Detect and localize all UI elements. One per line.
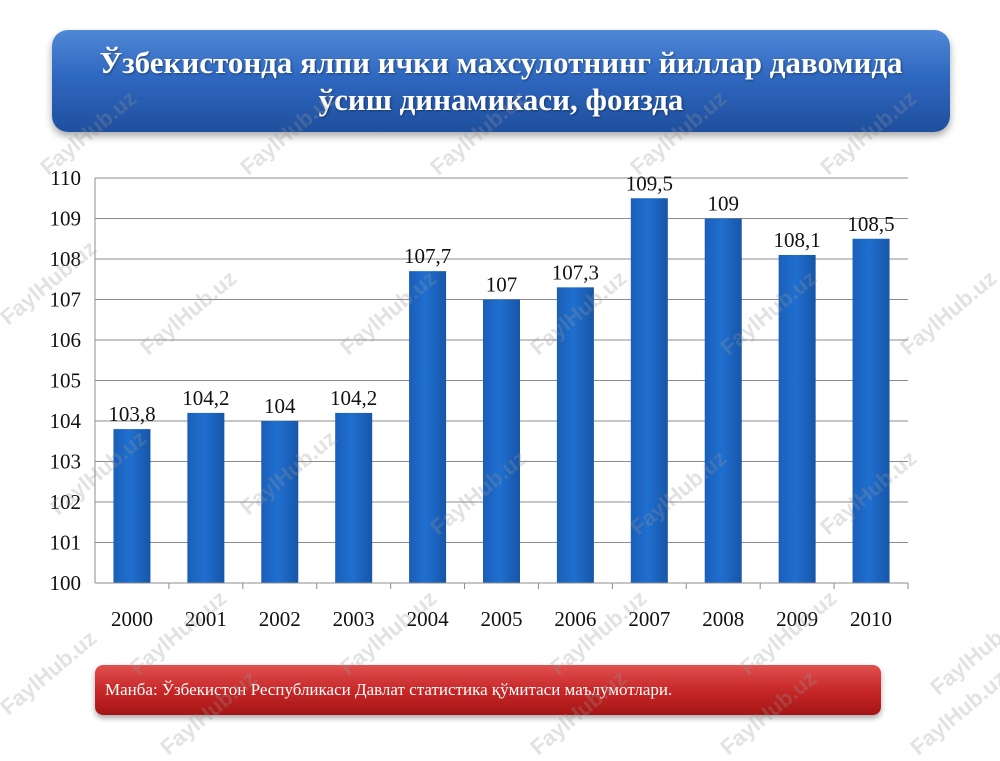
x-tick-label-2005: 2005 bbox=[481, 607, 523, 631]
x-tick-label-2006: 2006 bbox=[554, 607, 596, 631]
data-label-2007: 109,5 bbox=[626, 171, 673, 195]
data-label-2000: 103,8 bbox=[108, 402, 155, 426]
data-label-2001: 104,2 bbox=[182, 386, 229, 410]
data-label-2008: 109 bbox=[707, 192, 739, 216]
title-banner: Ўзбекистонда ялпи ички махсулотнинг йилл… bbox=[52, 30, 950, 132]
y-tick-label: 110 bbox=[50, 166, 81, 190]
data-label-2009: 108,1 bbox=[774, 228, 821, 252]
data-label-2006: 107,3 bbox=[552, 260, 599, 284]
data-label-2010: 108,5 bbox=[847, 212, 894, 236]
y-tick-label: 105 bbox=[50, 369, 82, 393]
data-label-2004: 107,7 bbox=[404, 244, 451, 268]
source-banner: Манба: Ўзбекистон Республикаси Давлат ст… bbox=[95, 665, 881, 715]
x-tick-label-2001: 2001 bbox=[185, 607, 227, 631]
bar-2009 bbox=[778, 254, 816, 583]
y-tick-label: 104 bbox=[50, 409, 82, 433]
y-tick-label: 108 bbox=[50, 247, 82, 271]
x-tick-label-2002: 2002 bbox=[259, 607, 301, 631]
bar-2003 bbox=[335, 412, 373, 583]
axes bbox=[94, 178, 909, 589]
data-label-2005: 107 bbox=[486, 273, 518, 297]
bar-2001 bbox=[187, 412, 225, 583]
x-tick-label-2000: 2000 bbox=[111, 607, 153, 631]
x-tick-label-2007: 2007 bbox=[628, 607, 670, 631]
bar-2010 bbox=[852, 238, 890, 583]
data-label-2002: 104 bbox=[264, 394, 296, 418]
y-tick-label: 103 bbox=[50, 450, 82, 474]
bar-2000 bbox=[113, 429, 151, 583]
x-tick-label-2010: 2010 bbox=[850, 607, 892, 631]
bar-2005 bbox=[483, 299, 520, 583]
x-tick-label-2009: 2009 bbox=[776, 607, 818, 631]
x-tick-label-2004: 2004 bbox=[407, 607, 450, 631]
chart-title: Ўзбекистонда ялпи ички махсулотнинг йилл… bbox=[99, 45, 903, 117]
bar-2002 bbox=[261, 421, 299, 583]
bars bbox=[113, 198, 890, 583]
x-tick-label-2003: 2003 bbox=[333, 607, 375, 631]
bar-2004 bbox=[409, 271, 447, 583]
y-tick-label: 106 bbox=[50, 328, 82, 352]
bar-2006 bbox=[556, 287, 594, 583]
labels: 100 101 102 103 104 105 106 107 108 109 110 103,8 20… bbox=[50, 166, 895, 631]
x-tick-label-2008: 2008 bbox=[702, 607, 744, 631]
y-tick-label: 102 bbox=[50, 490, 82, 514]
source-note: Манба: Ўзбекистон Республикаси Давлат ст… bbox=[105, 680, 673, 699]
y-tick-label: 100 bbox=[50, 571, 82, 595]
data-label-2003: 104,2 bbox=[330, 386, 377, 410]
y-tick-label: 101 bbox=[50, 531, 82, 555]
y-tick-label: 107 bbox=[50, 288, 82, 312]
bar-2008 bbox=[704, 218, 742, 583]
y-tick-label: 109 bbox=[50, 207, 82, 231]
bar-2007 bbox=[630, 198, 668, 583]
